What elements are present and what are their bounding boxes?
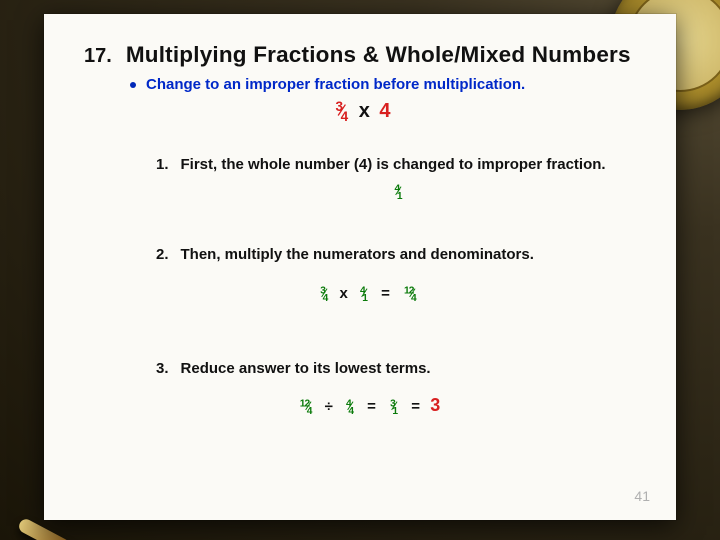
fraction-3-4: 3⁄4 <box>333 99 349 124</box>
step-3: 3. Reduce answer to its lowest terms. 12… <box>156 360 640 417</box>
step-2-math: 3⁄4 x 4⁄1 = 12⁄4 <box>96 285 640 304</box>
step-3-math: 12⁄4 ÷ 4⁄4 = 3⁄1 = 3 <box>96 395 640 417</box>
final-answer: 3 <box>430 395 440 415</box>
step-text: First, the whole number (4) is changed t… <box>181 156 606 173</box>
page-number: 41 <box>634 488 650 504</box>
slide-subtitle: Change to an improper fraction before mu… <box>146 76 525 93</box>
step-text: Reduce answer to its lowest terms. <box>181 360 431 377</box>
step-2: 2. Then, multiply the numerators and den… <box>156 246 640 304</box>
step-1-math: 4⁄1 <box>156 183 640 202</box>
step-text: Then, multiply the numerators and denomi… <box>181 246 534 263</box>
step-number: 2. <box>156 246 169 263</box>
step-1: 1. First, the whole number (4) is change… <box>156 156 640 202</box>
fraction-4-1: 4⁄1 <box>393 183 404 202</box>
main-expression: 3⁄4 x 4 <box>84 99 640 124</box>
bullet-icon <box>130 82 136 88</box>
step-number: 1. <box>156 156 169 173</box>
slide-paper: 17. Multiplying Fractions & Whole/Mixed … <box>44 14 676 520</box>
whole-number: 4 <box>379 100 390 122</box>
subtitle-row: Change to an improper fraction before mu… <box>130 76 640 93</box>
slide-title: Multiplying Fractions & Whole/Mixed Numb… <box>126 42 631 68</box>
slide-number: 17. <box>84 45 112 68</box>
multiply-op: x <box>359 100 370 122</box>
step-number: 3. <box>156 360 169 377</box>
title-row: 17. Multiplying Fractions & Whole/Mixed … <box>84 42 640 68</box>
